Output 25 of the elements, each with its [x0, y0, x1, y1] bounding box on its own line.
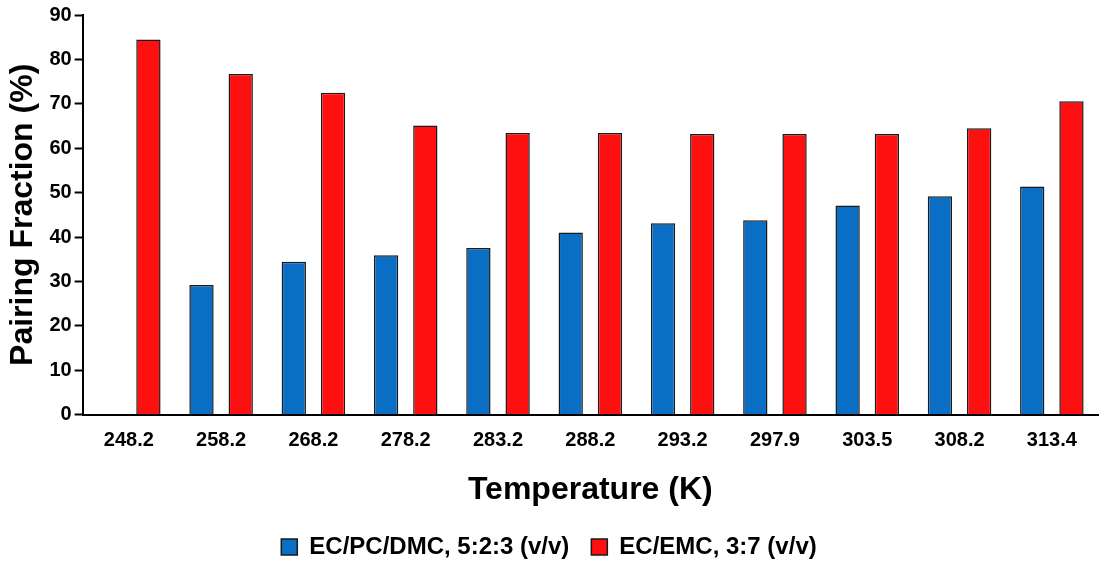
x-tick-label: 313.4	[1026, 428, 1078, 451]
legend-label: EC/PC/DMC, 5:2:3 (v/v)	[309, 531, 570, 559]
x-tick-label: 308.2	[934, 428, 985, 451]
x-tick-label: 248.2	[103, 428, 154, 451]
x-tick-label: 283.2	[472, 428, 524, 451]
y-tick-label: 70	[49, 91, 72, 114]
y-tick-label: 30	[49, 268, 72, 291]
x-tick-label: 293.2	[657, 428, 708, 451]
y-tick-label: 60	[49, 135, 72, 158]
x-tick-label: 268.2	[288, 428, 339, 451]
x-tick-label: 297.9	[749, 428, 800, 451]
x-tick-label: 258.2	[196, 428, 247, 451]
y-axis-title: Pairing Fraction (%)	[3, 63, 40, 366]
x-tick-label: 288.2	[565, 428, 616, 451]
y-tick-label: 90	[49, 2, 72, 25]
y-tick-label: 0	[60, 402, 72, 425]
y-tick-label: 80	[49, 46, 72, 69]
y-tick-label: 10	[49, 357, 72, 380]
x-tick-label: 278.2	[380, 428, 431, 451]
x-tick-label: 303.5	[842, 428, 893, 451]
y-tick-label: 40	[49, 224, 72, 247]
legend-label: EC/EMC, 3:7 (v/v)	[619, 531, 817, 559]
y-tick-label: 20	[49, 313, 72, 336]
y-tick-label: 50	[49, 180, 72, 203]
x-axis-title: Temperature (K)	[467, 469, 713, 506]
